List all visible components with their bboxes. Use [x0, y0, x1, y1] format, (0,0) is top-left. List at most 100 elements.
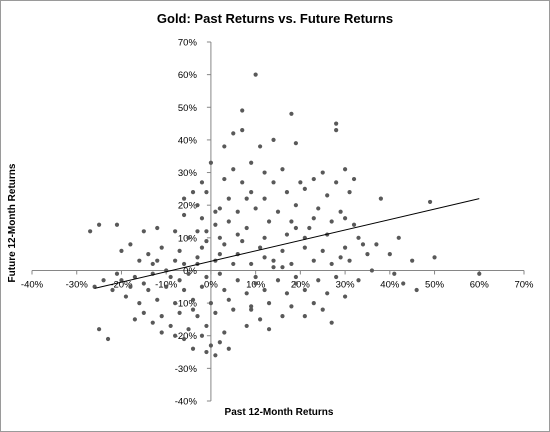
- data-point: [427, 199, 433, 205]
- data-point: [204, 190, 209, 195]
- data-point: [222, 176, 227, 182]
- data-point: [222, 330, 227, 335]
- data-point: [226, 219, 231, 224]
- data-point: [410, 258, 415, 263]
- data-point: [320, 248, 325, 253]
- data-point: [266, 219, 272, 224]
- data-point: [190, 307, 196, 312]
- data-point: [334, 180, 339, 185]
- data-point: [141, 229, 146, 234]
- data-point: [240, 108, 245, 113]
- data-point: [101, 278, 106, 283]
- data-point: [271, 258, 276, 263]
- data-point: [217, 271, 222, 276]
- data-point: [258, 245, 263, 250]
- data-point: [244, 225, 249, 231]
- x-tick-label: 60%: [470, 279, 490, 290]
- data-point: [155, 225, 160, 231]
- x-tick-label: -20%: [110, 279, 133, 290]
- data-point: [231, 307, 236, 312]
- data-point: [258, 144, 263, 149]
- data-point: [401, 281, 406, 286]
- x-tick-label: 50%: [425, 279, 445, 290]
- data-point: [150, 261, 155, 267]
- data-point: [249, 304, 254, 309]
- data-point: [289, 111, 294, 116]
- x-tick-label: -30%: [66, 279, 89, 290]
- data-point: [226, 346, 231, 351]
- data-point: [293, 225, 298, 231]
- data-point: [141, 310, 146, 315]
- data-point: [132, 274, 137, 280]
- y-tick-label: 20%: [178, 201, 198, 212]
- data-point: [208, 300, 214, 306]
- data-point: [351, 176, 357, 182]
- data-point: [356, 235, 361, 240]
- data-point: [226, 196, 231, 201]
- data-point: [244, 196, 249, 201]
- data-point: [159, 330, 164, 335]
- data-point: [114, 222, 120, 227]
- data-point: [280, 167, 285, 172]
- data-point: [190, 297, 196, 302]
- y-axis-label: Future 12-Month Returns: [7, 163, 18, 282]
- data-point: [307, 225, 312, 231]
- data-point: [311, 216, 316, 221]
- data-point: [249, 190, 254, 195]
- data-point: [235, 232, 240, 237]
- data-point: [235, 209, 240, 214]
- data-point: [190, 346, 196, 351]
- data-point: [365, 252, 370, 257]
- y-tick-label: -40%: [175, 397, 198, 408]
- data-point: [186, 271, 191, 276]
- data-point: [177, 310, 182, 315]
- data-point: [141, 281, 146, 286]
- data-points: [88, 72, 482, 358]
- data-point: [208, 160, 214, 165]
- data-point: [217, 235, 222, 240]
- data-point: [217, 340, 222, 345]
- data-point: [271, 180, 276, 185]
- y-tick-label: 0%: [183, 266, 197, 277]
- data-point: [275, 278, 281, 283]
- y-tick-label: 70%: [178, 38, 198, 49]
- data-point: [226, 297, 231, 302]
- data-point: [311, 176, 316, 182]
- data-point: [334, 128, 339, 133]
- data-point: [275, 209, 281, 214]
- y-tick-label: -20%: [175, 331, 198, 342]
- trendline: [94, 198, 480, 289]
- data-point: [213, 310, 218, 315]
- data-point: [249, 160, 254, 165]
- data-point: [249, 261, 254, 267]
- data-point: [181, 287, 187, 293]
- data-point: [342, 245, 348, 250]
- data-point: [338, 209, 343, 214]
- data-point: [88, 229, 93, 234]
- data-point: [186, 235, 191, 240]
- data-point: [195, 314, 200, 319]
- data-point: [181, 336, 187, 342]
- data-point: [123, 294, 129, 299]
- data-point: [173, 333, 178, 338]
- data-point: [249, 307, 254, 312]
- data-point: [289, 219, 294, 224]
- data-point: [329, 219, 334, 224]
- data-point: [369, 268, 375, 273]
- data-point: [262, 287, 267, 293]
- data-point: [289, 304, 294, 309]
- data-point: [204, 238, 209, 244]
- data-point: [146, 287, 151, 293]
- data-point: [342, 294, 348, 299]
- data-point: [159, 314, 164, 319]
- data-point: [235, 278, 240, 283]
- data-point: [195, 203, 200, 208]
- data-point: [378, 196, 383, 201]
- data-point: [195, 255, 200, 260]
- data-point: [155, 258, 160, 263]
- data-point: [266, 327, 272, 332]
- data-point: [128, 284, 133, 289]
- data-point: [240, 180, 245, 185]
- data-point: [231, 131, 236, 136]
